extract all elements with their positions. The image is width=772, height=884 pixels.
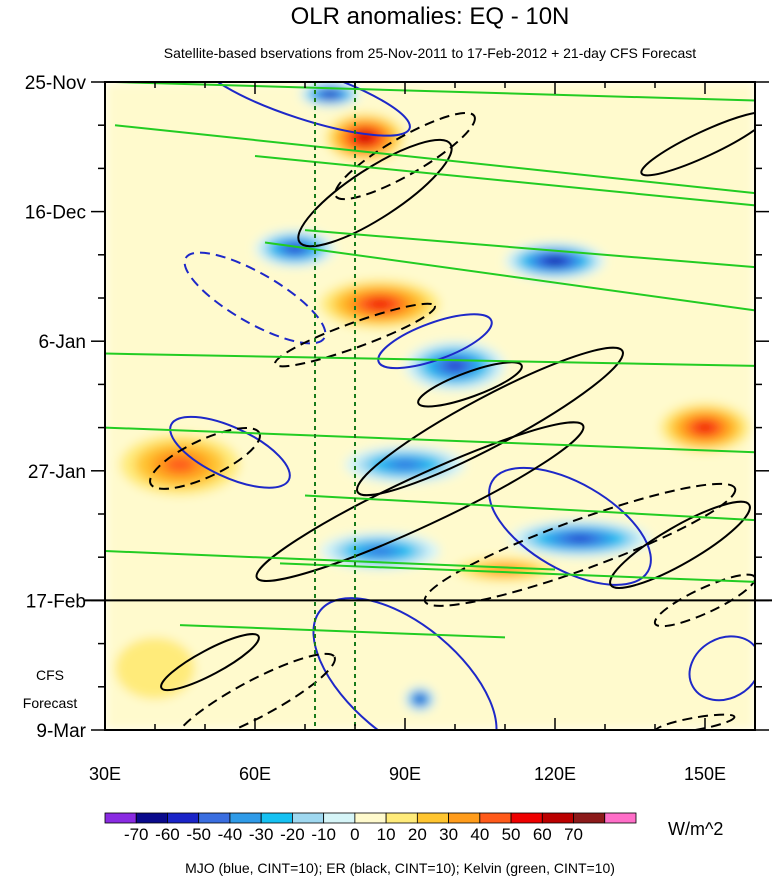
colorbar-swatch [135,812,168,824]
kelvin-contour-0 [114,82,755,102]
anomaly-blob-7 [165,456,195,473]
er-contour-9 [255,421,585,582]
kelvin-contour-3 [304,229,755,269]
colorbar-label: 20 [408,825,427,844]
kelvin-contour-5 [105,352,755,367]
colorbar-swatch [479,812,512,824]
er-contour-18 [174,652,336,730]
kelvin-contour-8 [105,550,556,571]
colorbar-swatch [541,812,574,824]
colorbar-swatch [510,812,543,824]
colorbar-swatch [573,812,606,824]
er-contour-10 [609,500,751,589]
x-tick-label: 150E [684,764,726,784]
contour-legend: MJO (blue, CINT=10); ER (black, CINT=10)… [185,860,615,876]
x-axis: 30E 60E 90E 120E 150E [89,82,756,784]
kelvin-contour-7 [304,494,755,522]
kelvin-contour-9 [279,562,755,583]
mjo-contour-4 [199,82,411,137]
colorbar-swatch [448,812,481,824]
x-tick-label: 30E [89,764,121,784]
colorbar-label: 30 [439,825,458,844]
anomaly-blob-4 [368,299,392,310]
chart-subtitle: Satellite-based bservations from 25-Nov-… [164,45,697,61]
kelvin-contour-2 [254,155,755,207]
colorbar-swatch [198,812,231,824]
y-tick-label: 6-Jan [38,332,86,353]
colorbar-label: -10 [311,825,336,844]
anomaly-field [105,82,755,730]
y-tick-label: 9-Mar [36,721,86,742]
mjo-contour-5 [688,635,755,702]
y-axis: 25-Nov 16-Dec 6-Jan 27-Jan 17-Feb 9-Mar [25,73,769,742]
colorbar-unit: W/m^2 [668,819,723,839]
colorbar-label: 0 [350,825,359,844]
colorbar-swatch [385,812,418,824]
mjo-contour-1 [377,313,493,370]
colorbar-label: -20 [280,825,305,844]
anomaly-blob-6 [696,422,714,433]
y-tick-label: 17-Feb [26,591,86,612]
mjo-contour-0 [488,466,652,586]
anomaly-blob-0 [325,92,335,97]
colorbar: -70 -60 -50 -40 -30 -20 -10 0 10 20 30 40 50 60 70 [104,812,637,844]
y-tick-label: 16-Dec [25,203,86,224]
contour-overlays [105,82,755,730]
kelvin-contour-4 [264,241,755,312]
x-tick-label: 120E [534,764,576,784]
anomaly-blob-1 [358,133,372,142]
colorbar-swatch [604,812,637,824]
anomaly-blob-13 [115,637,195,700]
plot-area [105,82,755,730]
plot-frame [104,81,756,731]
x-tick-label: 90E [389,764,421,784]
er-contour-11 [160,633,260,692]
er-contour-15 [274,302,436,368]
anomaly-blob-8 [393,460,417,469]
colorbar-label: -70 [124,825,149,844]
anomaly-blob-3 [547,258,563,264]
kelvin-contour-6 [105,426,755,454]
colorbar-label: -40 [218,825,243,844]
chart-title: OLR anomalies: EQ - 10N [291,3,570,30]
mjo-contour-6 [183,251,327,345]
anomaly-blob-12 [417,697,423,701]
colorbar-label: -60 [155,825,180,844]
er-contour-13 [640,111,755,177]
colorbar-swatch [292,812,325,824]
colorbar-swatch [104,812,137,824]
y-tick-label: 25-Nov [25,73,87,94]
x-tick-label: 60E [239,764,271,784]
colorbar-label: 70 [564,825,583,844]
anomaly-blob-5 [446,361,464,370]
colorbar-label: 60 [533,825,552,844]
mjo-contour-2 [169,415,291,489]
anomaly-blob-10 [368,547,392,555]
mjo-contour-3 [312,597,498,730]
forecast-label-line2: Forecast [23,695,78,711]
colorbar-label: 50 [502,825,521,844]
colorbar-label: -30 [249,825,274,844]
colorbar-label: 10 [377,825,396,844]
y-tick-label: 27-Jan [28,462,86,483]
colorbar-swatch [354,812,387,824]
colorbar-swatch [260,812,293,824]
forecast-label-line1: CFS [36,667,64,683]
er-contour-7 [297,138,453,248]
colorbar-label: 40 [470,825,489,844]
kelvin-contour-1 [114,124,755,195]
anomaly-blob-9 [568,535,592,542]
kelvin-contour-10 [179,624,506,639]
reference-lines [314,82,356,730]
colorbar-swatch [416,812,449,824]
colorbar-swatch [323,812,356,824]
colorbar-swatch [229,812,262,824]
colorbar-swatch [167,812,200,824]
er-contour-12 [417,361,523,408]
colorbar-label: -50 [186,825,211,844]
